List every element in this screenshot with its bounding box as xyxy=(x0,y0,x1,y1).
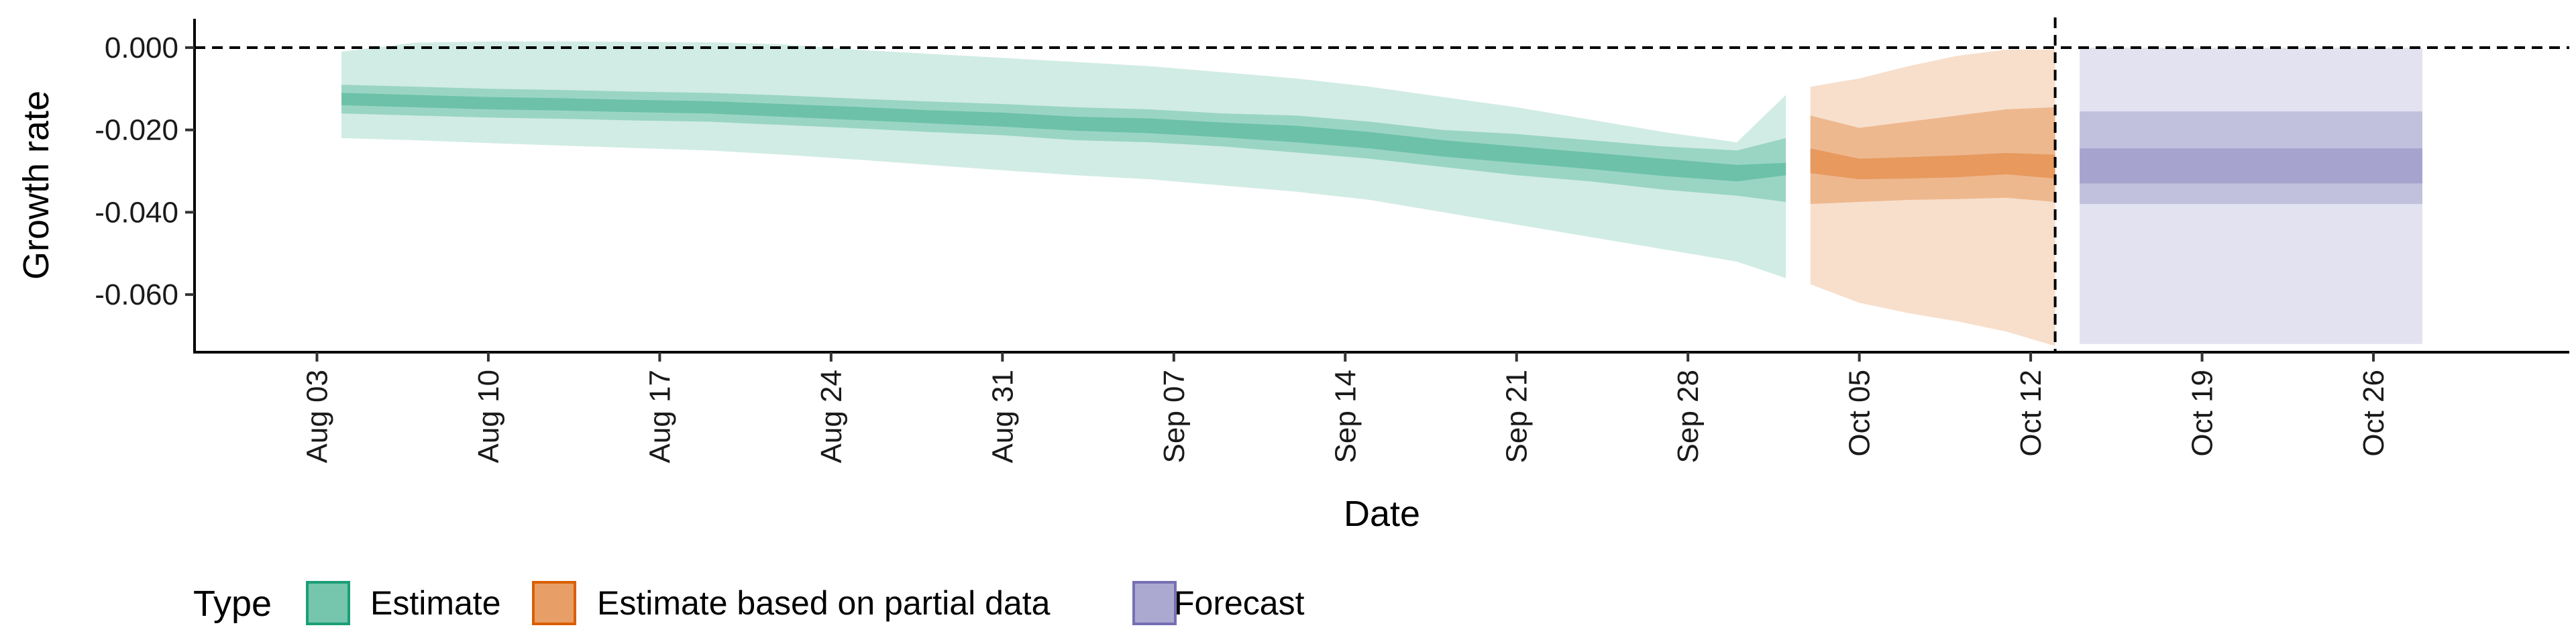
axes: 0.000 -0.020 -0.040 -0.060 Aug 03 Aug 10 Aug 1… xyxy=(95,19,2569,463)
x-tick-label: Aug 17 xyxy=(643,370,676,463)
x-tick-label: Oct 12 xyxy=(2015,370,2047,457)
legend-label-estimate-based-on-partial-data: Estimate based on partial data xyxy=(597,584,1051,622)
legend-title: Type xyxy=(193,584,272,624)
forecast-band-50 xyxy=(2080,111,2422,205)
estimate-band-20 xyxy=(341,93,1786,182)
estimate-based-on-partial-data-band-50 xyxy=(1810,107,2055,205)
y-tick-label: -0.040 xyxy=(95,196,178,229)
x-tick-label: Sep 21 xyxy=(1501,370,1534,463)
ribbon-layer xyxy=(341,41,2422,346)
y-tick-label: -0.060 xyxy=(95,278,178,311)
y-axis-title: Growth rate xyxy=(16,91,56,280)
x-tick-label: Sep 07 xyxy=(1158,370,1191,463)
legend-key-estimate xyxy=(306,581,350,625)
x-tick-label: Aug 10 xyxy=(472,370,505,463)
legend-label-forecast: Forecast xyxy=(1174,584,1305,622)
legend-key-forecast xyxy=(1132,581,1177,625)
x-tick-label: Aug 24 xyxy=(815,370,848,463)
legend-key-estimate-based-on-partial-data xyxy=(532,581,576,625)
estimate-based-on-partial-data-band-20 xyxy=(1810,148,2055,180)
x-tick-label: Aug 31 xyxy=(986,370,1019,463)
x-tick-label: Oct 26 xyxy=(2357,370,2390,457)
y-tick-label: -0.020 xyxy=(95,114,178,147)
x-tick-label: Aug 03 xyxy=(301,370,334,463)
estimate-band-50 xyxy=(341,85,1786,202)
legend: Type Estimate Estimate based on partial d… xyxy=(193,581,1305,625)
legend-label-estimate: Estimate xyxy=(370,584,501,622)
x-tick-label: Oct 19 xyxy=(2186,370,2219,457)
y-tick-label: 0.000 xyxy=(105,32,178,64)
estimate-band-90 xyxy=(341,41,1786,278)
x-axis-title: Date xyxy=(1344,494,1420,534)
x-tick-label: Oct 05 xyxy=(1843,370,1876,457)
x-tick-label: Sep 14 xyxy=(1329,370,1362,463)
estimate-based-on-partial-data-band-90 xyxy=(1810,50,2055,346)
x-tick-label: Sep 28 xyxy=(1672,370,1705,463)
reference-lines xyxy=(195,17,2569,352)
forecast-band-90 xyxy=(2080,48,2422,344)
forecast-band-20 xyxy=(2080,148,2422,184)
